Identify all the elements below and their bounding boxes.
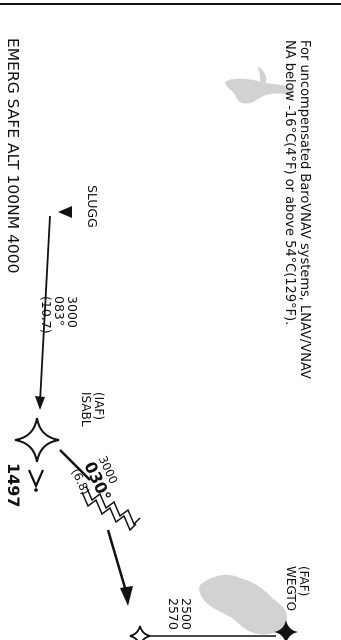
leg1-distance: (10.7) <box>39 296 54 334</box>
obstacle-elevation: 1497 <box>4 463 23 508</box>
obstacle-elevation-group: 1497 <box>4 463 23 508</box>
wegto-name: WEGTO <box>284 566 298 611</box>
obstacle-icon <box>27 469 45 492</box>
isabl-fix-icon <box>14 417 60 463</box>
esa-text: EMERG SAFE ALT 100NM 4000 <box>4 38 22 273</box>
lower-fix-icon <box>129 625 151 640</box>
terrain-patch-north <box>225 78 295 104</box>
leg-slugg-isabl <box>35 215 51 410</box>
leg1-altitude: 3000 <box>65 296 80 328</box>
leg-isabl-outbound <box>59 449 141 606</box>
leg-isabl-outbound-info: 3000 030° (6.8) <box>69 454 121 505</box>
slugg-label: SLUGG <box>85 185 100 228</box>
wegto-role: (FAF) <box>297 566 311 596</box>
slugg-fix-icon <box>58 206 72 218</box>
terrain-spur-north <box>258 66 267 83</box>
altitude-2500: 2500 <box>179 598 194 630</box>
lower-altitudes-group: 2500 2570 <box>166 598 194 630</box>
isabl-label-group: (IAF) ISABL <box>79 392 106 427</box>
notes-line-2: NA below -16°C(4°F) or above 54°C(129°F)… <box>282 40 297 325</box>
notes-block: For uncompensated BaroVNAV systems, LNAV… <box>282 40 312 379</box>
leg-slugg-isabl-info: 3000 083° (10.7) <box>39 296 80 334</box>
leg-isabl-arrowhead-icon <box>120 586 133 606</box>
leg1-course: 083° <box>52 296 67 326</box>
leg-break-icon <box>85 485 141 526</box>
slugg-label-group: SLUGG <box>85 185 100 228</box>
terrain-shading <box>199 66 295 635</box>
wegto-label-group: (FAF) WEGTO <box>284 566 311 611</box>
emergency-safe-altitude: EMERG SAFE ALT 100NM 4000 <box>4 38 22 273</box>
isabl-role: (IAF) <box>92 392 106 420</box>
leg-slugg-isabl-arrowhead-icon <box>35 396 45 410</box>
altitude-2570: 2570 <box>166 598 181 630</box>
isabl-name: ISABL <box>79 392 93 427</box>
notes-line-1: For uncompensated BaroVNAV systems, LNAV… <box>297 40 312 379</box>
terrain-patch-south <box>199 574 288 635</box>
wegto-fix-icon <box>274 620 298 640</box>
